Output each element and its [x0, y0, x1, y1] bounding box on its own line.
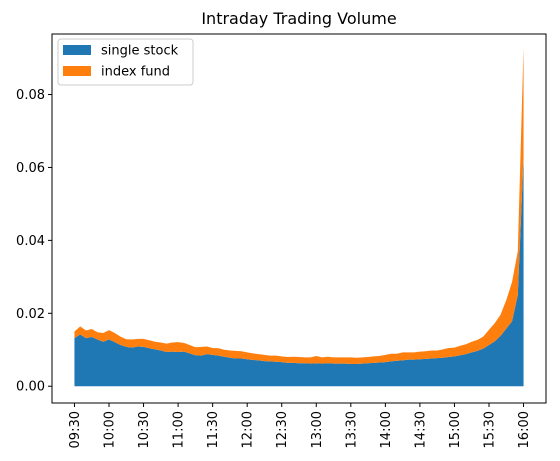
x-tick-label: 13:00 — [310, 411, 325, 448]
x-tick-label: 13:30 — [344, 411, 359, 448]
x-tick-label: 10:30 — [137, 411, 152, 448]
x-tick-label: 12:30 — [275, 411, 290, 448]
x-tick-label: 15:00 — [448, 411, 463, 448]
x-tick-label: 14:00 — [379, 411, 394, 448]
legend: single stock index fund — [57, 38, 194, 86]
plot-areas — [74, 47, 524, 387]
y-tick-label: 0.04 — [16, 234, 45, 249]
y-tick-label: 0.00 — [16, 380, 45, 395]
y-tick-label: 0.02 — [16, 307, 45, 322]
chart-title: Intraday Trading Volume — [201, 9, 396, 28]
legend-swatch-index-fund — [63, 66, 91, 76]
x-tick-label: 11:30 — [206, 411, 221, 448]
y-tick-label: 0.08 — [16, 88, 45, 103]
y-tick-label: 0.06 — [16, 161, 45, 176]
axes: 0.00 0.02 0.04 0.06 0.08 09:30 10:00 10:30 11:00… — [16, 33, 547, 448]
x-tick-label: 14:30 — [413, 411, 428, 448]
legend-label-index-fund: index fund — [101, 65, 170, 80]
x-tick-label: 11:00 — [172, 411, 187, 448]
area-series-index-fund — [74, 47, 524, 364]
legend-label-single-stock: single stock — [101, 44, 179, 59]
legend-box — [57, 38, 194, 86]
x-tick-label: 10:00 — [103, 411, 118, 448]
x-tick-label: 09:30 — [68, 411, 83, 448]
area-series-single-stock — [74, 156, 524, 387]
plot-frame — [51, 33, 547, 404]
x-tick-label: 12:00 — [241, 411, 256, 448]
x-tick-label: 15:30 — [483, 411, 498, 448]
x-tick-label: 16:00 — [517, 411, 532, 448]
legend-swatch-single-stock — [63, 45, 91, 55]
